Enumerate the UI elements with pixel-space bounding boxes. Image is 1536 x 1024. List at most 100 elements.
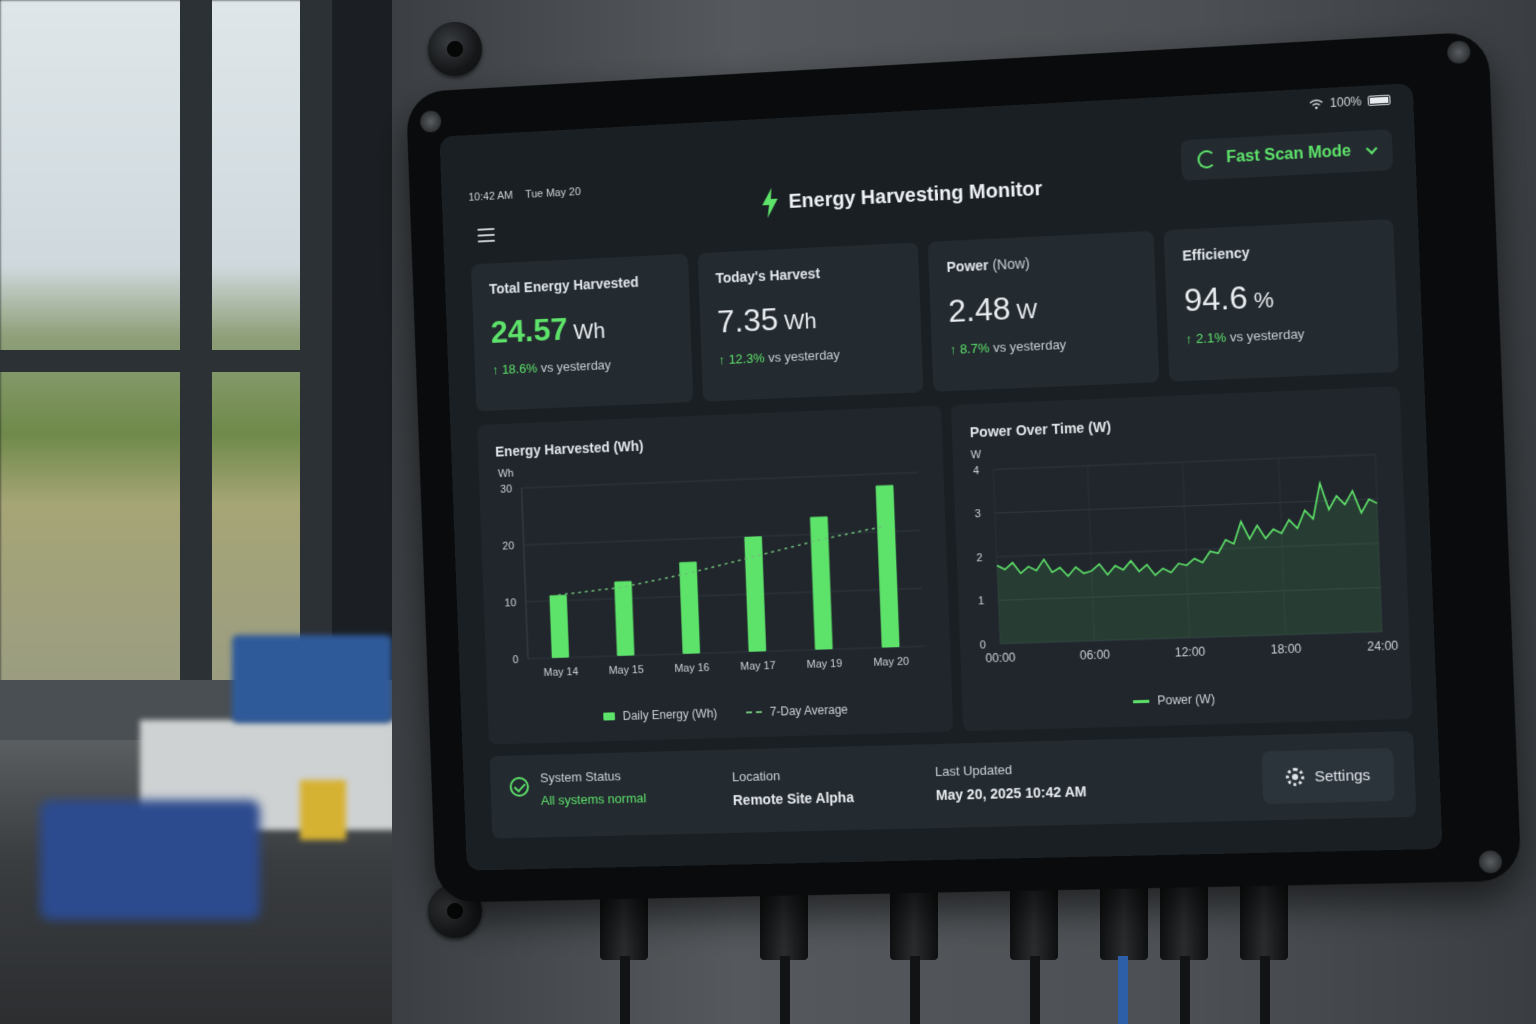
gear-icon: [1285, 767, 1305, 787]
chevron-down-icon: [1365, 142, 1378, 155]
x-tick-label: May 15: [609, 664, 644, 677]
legend-swatch: [746, 711, 763, 714]
average-line: [556, 526, 888, 595]
card-unit: W: [1016, 297, 1038, 324]
card-label: Today's Harvest: [715, 265, 821, 287]
blue-case: [232, 635, 392, 723]
bar: [875, 485, 900, 648]
gridline: [522, 472, 918, 488]
y-tick-label: 2: [976, 552, 983, 564]
y-tick-label: 3: [975, 508, 982, 520]
card-label: Power (Now): [946, 255, 1031, 276]
cable: [620, 956, 630, 1024]
legend-swatch: [1133, 699, 1150, 703]
status-bar-left: 10:42 AM Tue May 20: [468, 186, 590, 204]
gridline: [524, 530, 920, 545]
card-delta: ↑ 2.1% vs yesterday: [1185, 326, 1305, 347]
location: Location Remote Site Alpha: [732, 766, 854, 808]
dashboard-screen: 10:42 AM Tue May 20 100% Energy Harvesti…: [439, 83, 1443, 871]
total-energy-card: Total Energy Harvested 24.57 Wh ↑ 18.6% v…: [471, 253, 693, 412]
page-title: Energy Harvesting Monitor: [761, 174, 1043, 219]
cable: [1260, 956, 1270, 1024]
y-tick-label: 1: [978, 596, 985, 608]
power-now-card: Power (Now) 2.48 W ↑ 8.7% vs yesterday: [927, 230, 1159, 392]
gridline: [528, 646, 924, 659]
settings-button[interactable]: Settings: [1261, 747, 1395, 805]
card-label: Total Energy Harvested: [488, 273, 639, 297]
location-label: Location: [731, 768, 781, 785]
system-status-value: All systems normal: [540, 790, 647, 808]
x-tick-label: 12:00: [1175, 644, 1206, 659]
card-label: Efficiency: [1182, 244, 1251, 264]
power-line-chart: W 0 1 2 3 4 00:00 06:00 12:00 18:00 24:00: [971, 449, 1399, 666]
fast-scan-mode-dropdown[interactable]: Fast Scan Mode: [1180, 129, 1394, 181]
energy-harvested-chart-panel: Energy Harvested (Wh) Wh 0 10 20 30 May 14 May…: [477, 405, 954, 745]
cable: [1180, 956, 1190, 1024]
kpi-cards: Total Energy Harvested 24.57 Wh ↑ 18.6% v…: [471, 219, 1399, 412]
x-tick-label: 18:00: [1270, 641, 1302, 656]
bar-chart-legend: Daily Energy (Wh) 7-Day Average: [603, 703, 848, 724]
y-tick-label: 20: [502, 540, 514, 552]
card-value: 2.48 W: [947, 290, 1038, 330]
last-updated-label: Last Updated: [934, 762, 1013, 780]
cable: [910, 956, 920, 1024]
app-title: Energy Harvesting Monitor: [788, 177, 1043, 213]
y-axis: [522, 488, 528, 659]
card-unit: %: [1253, 286, 1275, 314]
date: Tue May 20: [525, 186, 581, 201]
line-chart-legend: Power (W): [1133, 692, 1215, 709]
settings-label: Settings: [1314, 766, 1371, 786]
y-tick-label: 4: [973, 465, 980, 477]
panel-screw: [428, 22, 482, 76]
battery-percent: 100%: [1329, 94, 1362, 111]
x-tick-label: May 19: [806, 658, 842, 671]
cable: [1030, 956, 1040, 1024]
y-tick-label: 30: [500, 483, 512, 495]
x-tick-label: 06:00: [1079, 647, 1110, 662]
up-arrow-icon: ↑: [718, 351, 729, 368]
status-bar-right: 100%: [1309, 93, 1391, 112]
efficiency-card: Efficiency 94.6% ↑ 2.1% vs yesterday: [1163, 219, 1399, 382]
last-updated: Last Updated May 20, 2025 10:42 AM: [935, 760, 1087, 803]
energy-bar-chart: Wh 0 10 20 30 May 14 May 15 May 16 May 17 May 19 M…: [498, 468, 951, 679]
y-tick-label: 0: [512, 654, 518, 666]
lightning-bolt-icon: [761, 187, 779, 219]
x-tick-label: May 16: [674, 662, 710, 675]
y-tick-label: 10: [504, 597, 516, 609]
y-axis-unit: Wh: [498, 468, 514, 481]
x-tick-label: 00:00: [985, 650, 1016, 665]
check-circle-icon: [509, 776, 530, 797]
x-tick-label: 24:00: [1367, 638, 1399, 653]
legend-swatch: [603, 712, 616, 721]
x-tick-label: May 20: [873, 656, 909, 669]
bar: [679, 561, 701, 654]
wifi-icon: [1309, 98, 1324, 109]
x-tick-label: May 17: [740, 660, 776, 673]
x-tick-label: May 14: [543, 666, 578, 679]
card-value: 24.57 Wh: [490, 310, 606, 350]
last-updated-value: May 20, 2025 10:42 AM: [935, 783, 1087, 804]
legend-item-daily-energy: Daily Energy (Wh): [603, 706, 717, 723]
gridline: [993, 455, 1375, 470]
hamburger-menu-icon[interactable]: [477, 227, 496, 243]
bezel-screw: [1446, 40, 1471, 65]
up-arrow-icon: ↑: [949, 341, 961, 358]
chart-title: Energy Harvested (Wh): [494, 437, 644, 460]
card-delta: ↑ 12.3% vs yesterday: [718, 346, 841, 368]
bezel-screw: [1478, 850, 1503, 874]
card-value: 7.35 Wh: [716, 301, 818, 340]
gridline: [526, 588, 922, 602]
bench-vise: [40, 800, 260, 920]
up-arrow-icon: ↑: [1185, 330, 1197, 347]
battery-icon: [1367, 94, 1391, 107]
y-axis-unit: W: [971, 449, 983, 462]
bezel-screw: [419, 110, 442, 133]
card-value: 94.6%: [1183, 278, 1275, 319]
window-frame: [0, 350, 330, 372]
bar: [744, 536, 767, 652]
cable: [780, 956, 790, 1024]
location-value: Remote Site Alpha: [732, 789, 855, 809]
chart-title: Power Over Time (W): [969, 418, 1112, 441]
legend-item-power: Power (W): [1133, 692, 1215, 709]
cable: [1118, 956, 1128, 1024]
